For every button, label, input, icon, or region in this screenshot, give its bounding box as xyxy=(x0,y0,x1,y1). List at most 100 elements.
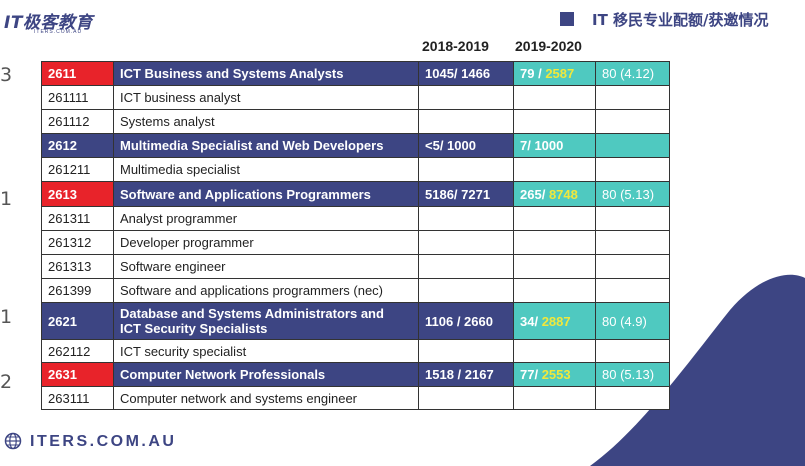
table-row: 261399 Software and applications programm… xyxy=(41,278,670,303)
invitations-2019: 34/ 2887 xyxy=(513,302,596,340)
table-row-major: 2621 Database and Systems Administrators … xyxy=(41,302,670,340)
empty-cell xyxy=(595,230,670,255)
occupation-name: Database and Systems Administrators and I… xyxy=(113,302,419,340)
empty-cell xyxy=(513,386,596,410)
side-mark: 1 xyxy=(0,306,13,328)
side-mark: 1 xyxy=(0,188,13,210)
empty-cell xyxy=(513,206,596,231)
points-cutoff: 80 (5.13) xyxy=(595,181,670,207)
invitations-2018: <5/ 1000 xyxy=(418,133,514,158)
invitations-2018: 5186/ 7271 xyxy=(418,181,514,207)
empty-cell xyxy=(595,278,670,303)
occupation-table: 2611 ICT Business and Systems Analysts 104… xyxy=(41,61,670,410)
occupation-name: Computer network and systems engineer xyxy=(113,386,419,410)
empty-cell xyxy=(595,339,670,363)
occupation-name-line: Database and Systems Administrators and xyxy=(120,306,384,321)
occupation-code: 2613 xyxy=(41,181,114,207)
table-row: 261311 Analyst programmer xyxy=(41,206,670,231)
occupation-code: 263111 xyxy=(41,386,114,410)
occupation-name: Analyst programmer xyxy=(113,206,419,231)
empty-cell xyxy=(595,206,670,231)
empty-cell xyxy=(418,109,514,134)
empty-cell xyxy=(418,278,514,303)
occupation-code: 261112 xyxy=(41,109,114,134)
points-cutoff: 80 (4.12) xyxy=(595,61,670,86)
occupation-name: Multimedia Specialist and Web Developers xyxy=(113,133,419,158)
invited-count: 77 xyxy=(520,367,535,382)
invitations-2018: 1106 / 2660 xyxy=(418,302,514,340)
separator: / xyxy=(534,313,542,329)
separator: / xyxy=(541,186,549,202)
side-mark: 3 xyxy=(0,64,13,86)
invitations-2018: 1518 / 2167 xyxy=(418,362,514,387)
invited-count: 265 xyxy=(520,186,542,202)
empty-cell xyxy=(513,339,596,363)
points-cutoff: 80 (5.13) xyxy=(595,362,670,387)
empty-cell xyxy=(418,339,514,363)
quota-value: 8748 xyxy=(548,186,578,202)
empty-cell xyxy=(418,85,514,110)
empty-cell xyxy=(595,85,670,110)
occupation-name: Software and Applications Programmers xyxy=(113,181,419,207)
occupation-name: ICT Business and Systems Analysts xyxy=(113,61,419,86)
occupation-code: 2621 xyxy=(41,302,114,340)
occupation-code: 261313 xyxy=(41,254,114,279)
year-header-2018: 2018-2019 xyxy=(422,38,489,54)
occupation-name: Computer Network Professionals xyxy=(113,362,419,387)
table-row-major: 2612 Multimedia Specialist and Web Develo… xyxy=(41,133,670,158)
empty-cell xyxy=(513,254,596,279)
table-row: 262112 ICT security specialist xyxy=(41,339,670,363)
empty-cell xyxy=(418,206,514,231)
occupation-name: ICT security specialist xyxy=(113,339,419,363)
occupation-code: 2631 xyxy=(41,362,114,387)
title-square-icon xyxy=(560,12,574,26)
globe-icon xyxy=(4,432,22,450)
table-row: 261313 Software engineer xyxy=(41,254,670,279)
occupation-code: 2611 xyxy=(41,61,114,86)
invitations-2019: 79 / 2587 xyxy=(513,61,596,86)
occupation-code: 261312 xyxy=(41,230,114,255)
empty-cell xyxy=(418,386,514,410)
empty-cell xyxy=(595,254,670,279)
quota-value: 2553 xyxy=(541,367,571,382)
table-row: 263111 Computer network and systems engin… xyxy=(41,386,670,410)
empty-cell xyxy=(513,230,596,255)
empty-cell xyxy=(595,157,670,182)
brand-logo: IT极客教育 xyxy=(4,13,93,33)
occupation-name: Developer programmer xyxy=(113,230,419,255)
occupation-name: Software engineer xyxy=(113,254,419,279)
occupation-code: 261399 xyxy=(41,278,114,303)
invited-count: 79 xyxy=(520,66,535,81)
year-header-2019: 2019-2020 xyxy=(515,38,582,54)
table-row-major: 2611 ICT Business and Systems Analysts 104… xyxy=(41,61,670,86)
page-title: IT 移民专业配额/获邀情况 xyxy=(592,11,769,29)
invitations-2018: 1045/ 1466 xyxy=(418,61,514,86)
empty-cell xyxy=(595,386,670,410)
table-row: 261112 Systems analyst xyxy=(41,109,670,134)
empty-cell xyxy=(513,85,596,110)
empty-cell xyxy=(513,109,596,134)
side-mark: 2 xyxy=(0,371,13,393)
occupation-name: Systems analyst xyxy=(113,109,419,134)
empty-cell xyxy=(418,157,514,182)
occupation-code: 261311 xyxy=(41,206,114,231)
invited-count: 34 xyxy=(520,313,535,329)
separator: / xyxy=(534,367,542,382)
empty-cell xyxy=(513,278,596,303)
points-cutoff xyxy=(595,133,670,158)
occupation-name: ICT business analyst xyxy=(113,85,419,110)
table-row: 261111 ICT business analyst xyxy=(41,85,670,110)
occupation-name-line: ICT Security Specialists xyxy=(120,321,268,336)
invitations-2019: 265/ 8748 xyxy=(513,181,596,207)
table-row: 261312 Developer programmer xyxy=(41,230,670,255)
quota-value: 2887 xyxy=(541,313,571,329)
occupation-name: Software and applications programmers (n… xyxy=(113,278,419,303)
separator: / xyxy=(534,66,546,81)
invitations-2019: 7/ 1000 xyxy=(513,133,596,158)
invitations-2019: 77/ 2553 xyxy=(513,362,596,387)
table-row-major: 2613 Software and Applications Programmer… xyxy=(41,181,670,207)
quota-value: 2587 xyxy=(545,66,575,81)
occupation-code: 262112 xyxy=(41,339,114,363)
points-cutoff: 80 (4.9) xyxy=(595,302,670,340)
